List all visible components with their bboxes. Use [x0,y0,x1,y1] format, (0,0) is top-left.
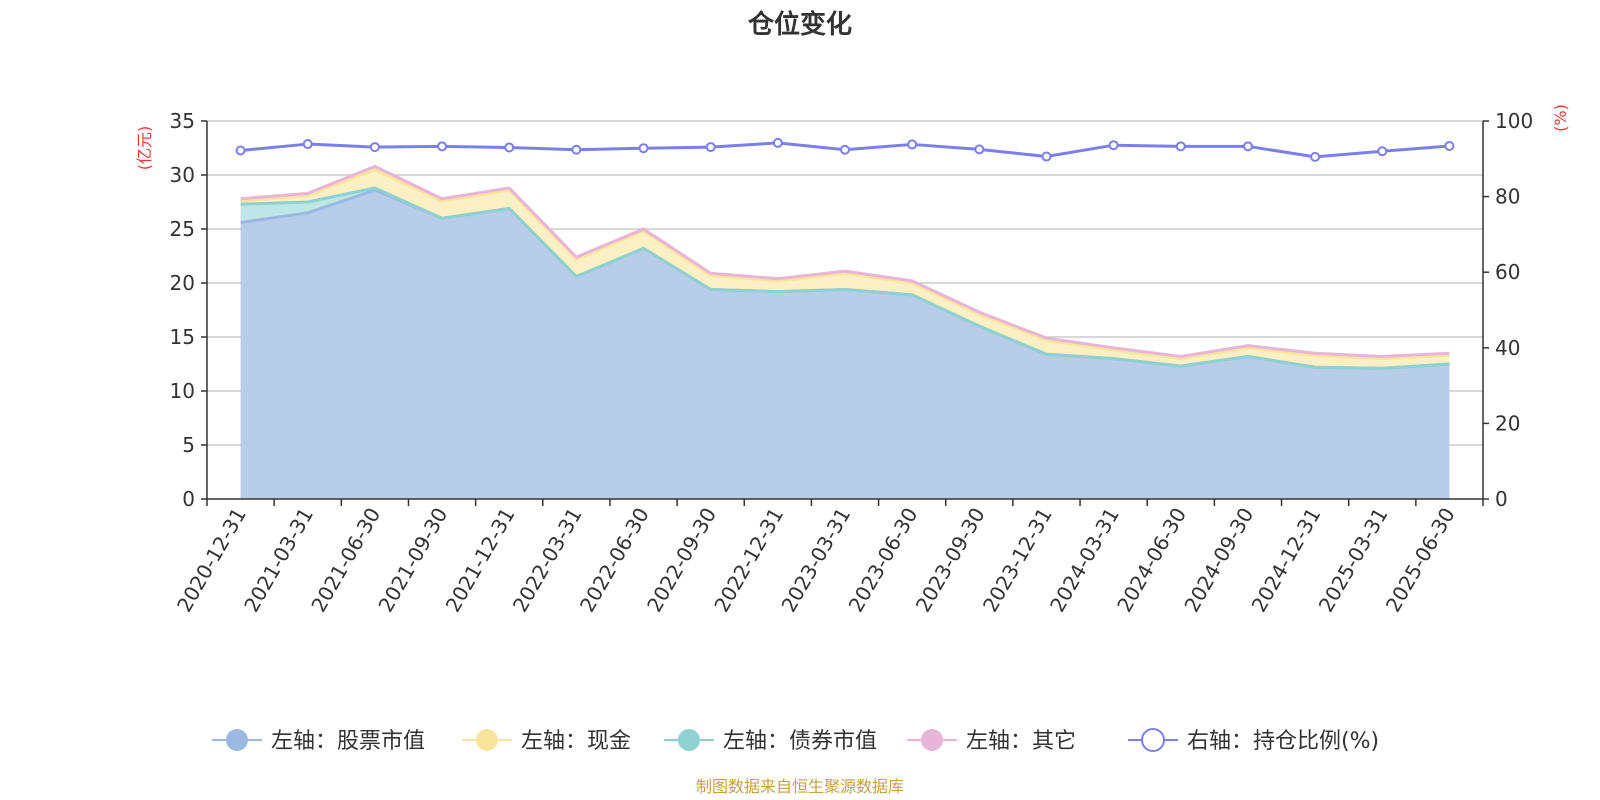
legend-label: 右轴：持仓比例(%) [1187,729,1379,754]
x-tick-label: 2024-06-30 [1112,504,1191,617]
area-左轴：股票市值 [240,190,1450,499]
legend-label: 左轴：现金 [521,729,631,754]
left-tick-label: 30 [170,163,195,187]
left-tick-label: 5 [182,433,195,457]
ratio-point [302,139,313,150]
legend-item[interactable]: 左轴：其它 [907,729,1076,754]
right-axis-unit: (%) [1551,104,1570,132]
x-tick-label: 2022-06-30 [575,504,654,617]
stacked-areas [240,164,1450,499]
legend-circle-icon [1141,728,1165,752]
chart-title: 仓位变化 [747,9,852,40]
left-tick-label: 20 [170,271,195,295]
left-tick-label: 10 [170,379,195,403]
x-tick-label: 2025-06-30 [1381,504,1460,617]
x-tick-label: 2021-06-30 [306,504,385,617]
legend-item[interactable]: 左轴：债券市值 [664,729,877,754]
legend-item[interactable]: 左轴：现金 [462,729,631,754]
x-tick-label: 2024-09-30 [1179,504,1258,617]
ratio-point [974,144,985,155]
x-tick-label: 2020-12-31 [172,504,251,617]
left-tick-label: 25 [170,217,195,241]
x-tick-label: 2021-12-31 [441,504,520,617]
x-tick-label: 2023-09-30 [911,504,990,617]
legend: 左轴：股票市值 左轴：现金 左轴：债券市值 左轴：其它 右轴：持仓比例(%) [212,728,1379,754]
ratio-point [1377,146,1388,157]
ratio-point [1041,151,1052,162]
x-tick-label: 2023-06-30 [844,504,923,617]
x-tick-label: 2024-12-31 [1247,504,1326,617]
ratio-point [638,143,649,154]
ratio-point [840,144,850,155]
ratio-point [1310,151,1321,162]
left-axis-unit: (亿元) [135,126,154,171]
right-tick-label: 40 [1495,336,1520,360]
ratio-point [1108,140,1119,151]
x-tick-label: 2024-03-31 [1045,504,1124,617]
ratio-point [1444,140,1455,151]
left-tick-label: 35 [170,109,195,133]
ratio-point [504,142,515,153]
x-tick-label: 2022-03-31 [508,504,587,617]
ratio-point [369,142,380,153]
legend-label: 左轴：股票市值 [271,729,425,754]
area-edge-左轴：债券市值 [240,186,1450,370]
right-tick-label: 20 [1495,411,1520,435]
x-tick-label: 2021-03-31 [239,504,318,617]
x-tick-label: 2025-03-31 [1314,504,1393,617]
legend-item[interactable]: 左轴：股票市值 [212,729,425,754]
data-source: 制图数据来自恒生聚源数据库 [696,777,904,796]
left-tick-label: 15 [170,325,195,349]
x-tick-label: 2022-12-31 [709,504,788,617]
ratio-point [1242,141,1253,152]
legend-label: 左轴：其它 [966,729,1076,754]
ratio-point [772,137,783,148]
legend-circle-icon [226,729,248,751]
ratio-point [235,145,246,156]
legend-circle-icon [921,729,943,751]
ratio-point [571,144,582,155]
ratio-point [437,141,448,152]
x-tick-label: 2023-12-31 [978,504,1057,617]
legend-item[interactable]: 右轴：持仓比例(%) [1128,728,1379,754]
x-tick-label: 2022-09-30 [642,504,721,617]
ratio-point [705,142,716,153]
right-tick-label: 100 [1495,109,1533,133]
legend-circle-icon [678,729,700,751]
right-tick-label: 60 [1495,260,1520,284]
legend-circle-icon [476,729,498,751]
ratio-point [1175,141,1186,152]
left-tick-label: 0 [182,487,195,511]
x-tick-label: 2021-09-30 [373,503,452,616]
x-tick-label: 2023-03-31 [776,504,855,617]
ratio-point [907,139,918,150]
legend-label: 左轴：债券市值 [723,729,877,754]
area-edge-左轴：现金 [240,168,1450,361]
area-edge-左轴：其它 [240,164,1450,358]
right-tick-label: 0 [1495,487,1508,511]
right-tick-label: 80 [1495,185,1520,209]
holding-ratio-series [235,137,1455,162]
